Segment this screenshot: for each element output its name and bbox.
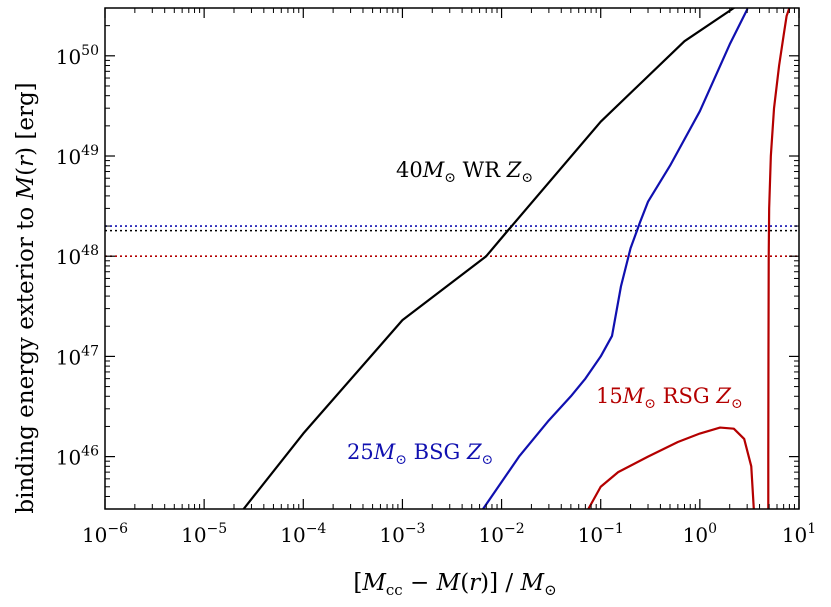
y-axis-label: binding energy exterior to M(r) [erg] [13,82,39,513]
x-tick-label: 10−4 [280,521,326,547]
x-tick-label: 10−3 [379,521,425,547]
y-tick-label: 1049 [56,143,99,169]
series-label-wr: 40M⊙ WR Z⊙ [396,158,533,186]
x-axis-label: [Mcc − M(r)] / M⊙ [353,570,556,599]
y-tick-label: 1050 [56,43,99,69]
tick-labels: 10−6 10−5 10−4 10−3 10−2 10−1 100 101 1046 1047 10… [56,43,816,547]
series-line-rsg-branch [767,8,791,509]
series-lines [242,8,791,509]
axis-ticks [104,8,800,509]
x-tick-label: 10−6 [82,521,128,547]
reference-lines [105,225,799,258]
plot-frame [104,7,800,510]
y-tick-label: 1047 [56,343,99,369]
x-tick-label: 10−5 [181,521,227,547]
series-line-rsg [587,426,755,509]
x-tick-label: 10−1 [578,521,624,547]
series-label-rsg: 15M⊙ RSG Z⊙ [596,384,743,412]
x-tick-label: 10−2 [479,521,525,547]
x-tick-label: 101 [782,521,816,547]
series-line-bsg [481,8,749,509]
x-tick-label: 100 [683,521,717,547]
y-tick-label: 1046 [56,444,99,470]
series-label-bsg: 25M⊙ BSG Z⊙ [347,440,493,468]
y-tick-label: 1048 [56,243,99,269]
series-line-wr [242,8,735,509]
